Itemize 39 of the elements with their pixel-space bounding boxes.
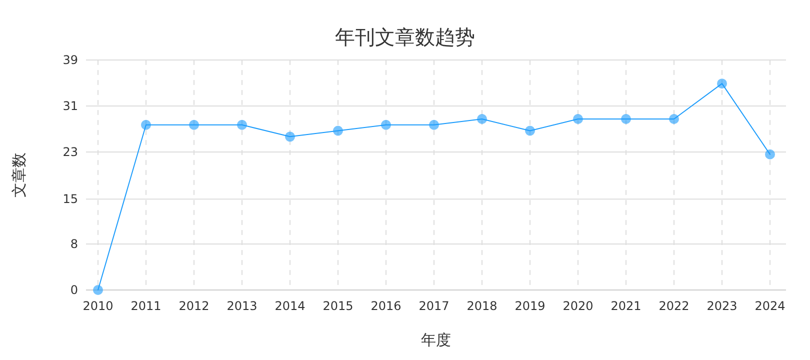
point (333, 126, 343, 136)
point (669, 114, 679, 124)
x-tick-label: 2019 (514, 299, 546, 313)
x-tick-label: 2010 (82, 299, 114, 313)
point (237, 120, 247, 130)
x-tick-label: 2012 (178, 299, 210, 313)
y-tick-label: 31 (62, 99, 78, 113)
y-tick-label: 15 (62, 192, 78, 206)
x-tick-label: 2021 (610, 299, 642, 313)
y-tick-label: 23 (62, 145, 78, 159)
x-tick-label: 2023 (706, 299, 738, 313)
y-axis-title: 文章数 (10, 152, 28, 198)
y-tick-label: 39 (62, 53, 78, 67)
x-tick-label: 2015 (322, 299, 354, 313)
point (525, 126, 535, 136)
point (573, 114, 583, 124)
point (141, 120, 151, 130)
point (189, 120, 199, 130)
x-tick-label: 2020 (562, 299, 594, 313)
y-tick-label: 0 (70, 283, 78, 297)
y-tick-label: 8 (70, 237, 78, 251)
x-tick-label: 2011 (130, 299, 162, 313)
x-tick-label: 2018 (466, 299, 498, 313)
point (717, 78, 727, 89)
point (429, 120, 439, 130)
point (285, 132, 295, 142)
point (93, 285, 103, 295)
chart-title: 年刊文章数趋势 (335, 25, 475, 49)
point (621, 114, 631, 124)
point (381, 120, 391, 130)
point (477, 114, 487, 124)
point (765, 149, 775, 160)
x-tick-label: 2014 (274, 299, 306, 313)
x-tick-label: 2016 (370, 299, 402, 313)
x-tick-label: 2013 (226, 299, 258, 313)
x-tick-label: 2022 (658, 299, 690, 313)
x-tick-label: 2024 (754, 299, 786, 313)
x-axis-title: 年度 (421, 331, 451, 349)
x-tick-label: 2017 (418, 299, 450, 313)
